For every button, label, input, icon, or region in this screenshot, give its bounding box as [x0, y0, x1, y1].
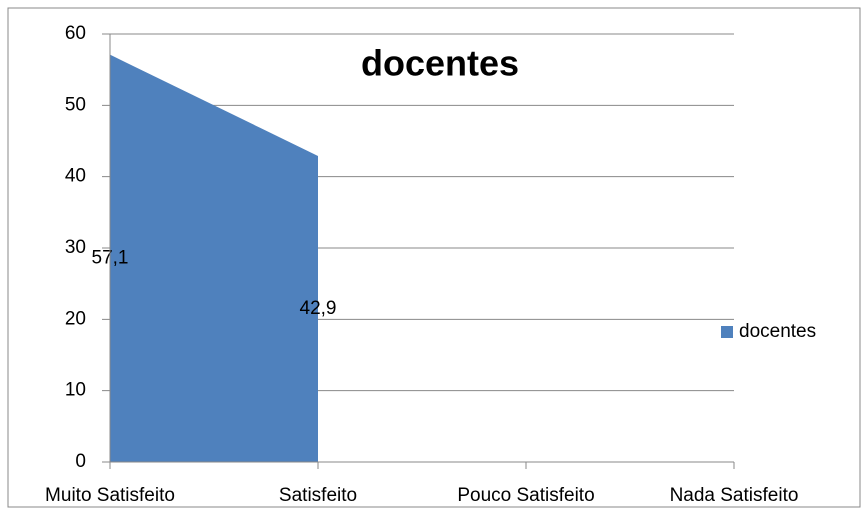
y-tick-label: 60	[65, 23, 86, 44]
legend-label: docentes	[739, 321, 816, 342]
y-tick-label: 30	[65, 237, 86, 258]
y-tick-label: 10	[65, 380, 86, 401]
x-tick-label: Satisfeito	[279, 485, 357, 506]
y-tick-label: 20	[65, 308, 86, 329]
x-tick-label: Muito Satisfeito	[45, 485, 175, 506]
y-tick-label: 0	[75, 451, 86, 472]
x-tick-label: Pouco Satisfeito	[457, 485, 594, 506]
legend-swatch	[721, 326, 733, 338]
data-label: 42,9	[300, 298, 337, 319]
area	[110, 54, 318, 462]
y-tick-label: 50	[65, 94, 86, 115]
x-tick-label: Nada Satisfeito	[670, 485, 799, 506]
y-tick-label: 40	[65, 166, 86, 187]
chart-title: docentes	[361, 43, 519, 84]
